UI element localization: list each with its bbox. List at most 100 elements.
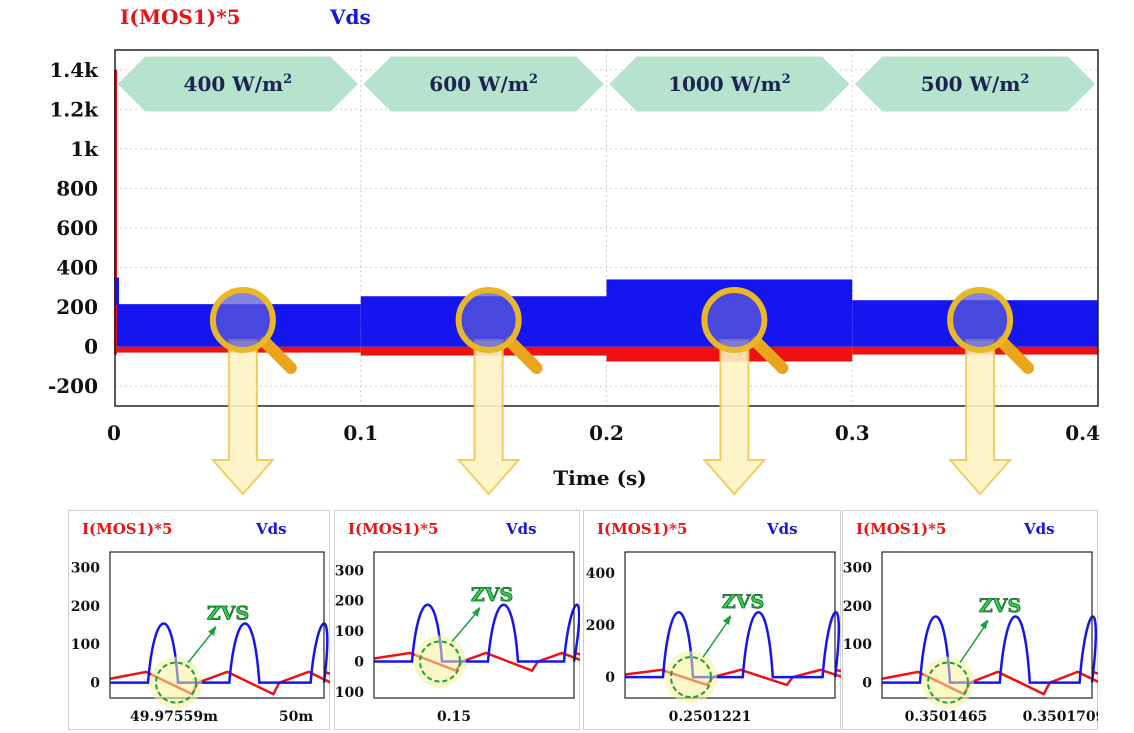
irradiance-bands: 400 W/m2 600 W/m2 1000 W/m2 500 W/m2 xyxy=(116,55,1097,113)
inset-y-tick-label: 100 xyxy=(843,637,872,653)
zoom-arrow xyxy=(456,339,521,496)
inset-y-tick-label: 200 xyxy=(335,594,364,610)
zoom-arrow xyxy=(210,339,276,496)
zvs-annotation: ZVS xyxy=(979,595,1021,617)
inset-chart-4: I(MOS1)*5 Vds 300 200 100 0 ZVS 0.3501465 0.3501… xyxy=(842,510,1098,730)
vds-startup-spike xyxy=(115,277,119,306)
zvs-arrowhead xyxy=(208,625,216,636)
inset-legend-vds: Vds xyxy=(1023,520,1055,538)
inset-chart-3: I(MOS1)*5 Vds 400 200 0 ZVS 0.2501221 xyxy=(583,510,841,730)
irradiance-band xyxy=(853,55,1097,113)
inset-x-tick-label: 0.3501465 xyxy=(905,709,988,725)
inset-y-tick-label: 0 xyxy=(354,655,364,671)
inset-legend-current: I(MOS1)*5 xyxy=(348,520,438,538)
inset-legend-current: I(MOS1)*5 xyxy=(856,520,946,538)
x-axis-label: Time (s) xyxy=(553,466,647,490)
zvs-arrowhead xyxy=(472,606,480,617)
inset-border xyxy=(842,510,1098,730)
inset-chart-1: I(MOS1)*5 Vds 300 200 100 0 ZVS 49.97559m 50m xyxy=(68,510,330,730)
x-tick-label: 0.3 xyxy=(835,421,870,445)
inset-y-tick-label: 0 xyxy=(862,676,872,692)
inset-y-tick-label: 0 xyxy=(605,670,615,686)
y-tick-label: 200 xyxy=(56,295,98,319)
y-tick-label: 400 xyxy=(56,256,98,280)
inset-x-tick-label: 0.15 xyxy=(437,709,471,725)
zvs-highlight xyxy=(150,656,202,709)
x-tick-label: 0.1 xyxy=(343,421,378,445)
irradiance-label: 400 W/m2 xyxy=(184,72,293,96)
inset-frame xyxy=(109,551,325,699)
zvs-circle xyxy=(927,661,969,704)
x-tick-label: 0.2 xyxy=(589,421,624,445)
zvs-pointer xyxy=(959,620,989,664)
inset-y-tick-label: 200 xyxy=(71,599,100,615)
main-chart: I(MOS1)*5 Vds 400 W/m2 600 W/m2 1000 W/m2 5… xyxy=(48,5,1100,496)
magnifier-handle xyxy=(750,336,789,374)
inset-y-tick-label: 100 xyxy=(335,624,364,640)
plot-frame xyxy=(114,49,1099,407)
inset-legend-vds: Vds xyxy=(766,520,798,538)
legend-current: I(MOS1)*5 xyxy=(120,5,241,29)
y-tick-label: 1.4k xyxy=(49,58,99,82)
inset-legend-current: I(MOS1)*5 xyxy=(82,520,172,538)
vds-trace xyxy=(110,622,329,684)
magnifier-lens xyxy=(947,287,1014,353)
y-tick-label: 1k xyxy=(70,137,99,161)
zvs-circle xyxy=(155,661,197,704)
magnifier-handle xyxy=(258,336,297,374)
inset-frame xyxy=(373,551,575,699)
inset-y-tick-label: 100 xyxy=(71,637,100,653)
y-tick-label: 600 xyxy=(56,216,98,240)
x-axis: 0 0.1 0.2 0.3 0.4 xyxy=(107,421,1100,445)
zvs-annotation: ZVS xyxy=(207,603,249,625)
inset-legend-vds: Vds xyxy=(505,520,537,538)
irradiance-band xyxy=(362,55,606,113)
inset-y-tick-label: 200 xyxy=(586,618,615,634)
y-axis: 1.4k 1.2k 1k 800 600 400 200 0 -200 xyxy=(48,58,99,398)
zvs-arrowhead xyxy=(723,614,731,625)
y-tick-label: -200 xyxy=(48,374,98,398)
zvs-pointer xyxy=(702,616,732,658)
irradiance-band xyxy=(116,55,360,113)
legend-vds: Vds xyxy=(329,5,371,29)
inset-chart-2: I(MOS1)*5 Vds 300 200 100 0 -100 ZVS 0.15 xyxy=(334,510,580,730)
magnifier-handle xyxy=(996,336,1035,374)
inset-border xyxy=(583,510,841,730)
inset-x-tick-label: 0.2501221 xyxy=(669,709,752,725)
y-tick-label: 1.2k xyxy=(49,97,99,121)
irradiance-label: 600 W/m2 xyxy=(429,72,538,96)
magnifier-lens xyxy=(209,287,276,353)
inset-y-tick-label: 200 xyxy=(843,599,872,615)
zvs-annotation: ZVS xyxy=(471,584,513,606)
irradiance-band xyxy=(607,55,851,113)
vds-trace xyxy=(374,603,580,663)
zoom-arrow xyxy=(947,339,1013,496)
zvs-annotation: ZVS xyxy=(722,591,764,613)
x-tick-label: 0 xyxy=(107,421,121,445)
inset-y-tick-label: -100 xyxy=(334,685,364,701)
zoom-arrow xyxy=(702,339,767,496)
inset-x-tick-label: 0.3501709 xyxy=(1023,709,1098,725)
y-tick-label: 0 xyxy=(84,335,98,359)
inset-x-tick-label: 50m xyxy=(279,709,313,725)
inset-border xyxy=(68,510,330,730)
zvs-circle xyxy=(419,640,461,683)
zoom-callouts xyxy=(209,287,1035,496)
zvs-circle xyxy=(670,656,712,699)
zvs-highlight xyxy=(414,635,466,688)
x-tick-label: 0.4 xyxy=(1065,421,1100,445)
zvs-arrowhead xyxy=(980,619,988,630)
inset-frame xyxy=(881,551,1093,699)
zvs-highlight xyxy=(665,651,717,704)
inset-y-tick-label: 0 xyxy=(90,676,100,692)
zvs-highlight xyxy=(922,656,974,709)
inset-legend-vds: Vds xyxy=(255,520,287,538)
magnifier-handle xyxy=(504,336,543,374)
irradiance-label: 1000 W/m2 xyxy=(668,72,791,96)
irradiance-label: 500 W/m2 xyxy=(921,72,1030,96)
magnifier-lens xyxy=(455,287,522,353)
inset-y-tick-label: 300 xyxy=(335,563,364,579)
magnifier-lens xyxy=(701,287,768,353)
inset-y-tick-label: 400 xyxy=(586,566,615,582)
inset-border xyxy=(334,510,580,730)
